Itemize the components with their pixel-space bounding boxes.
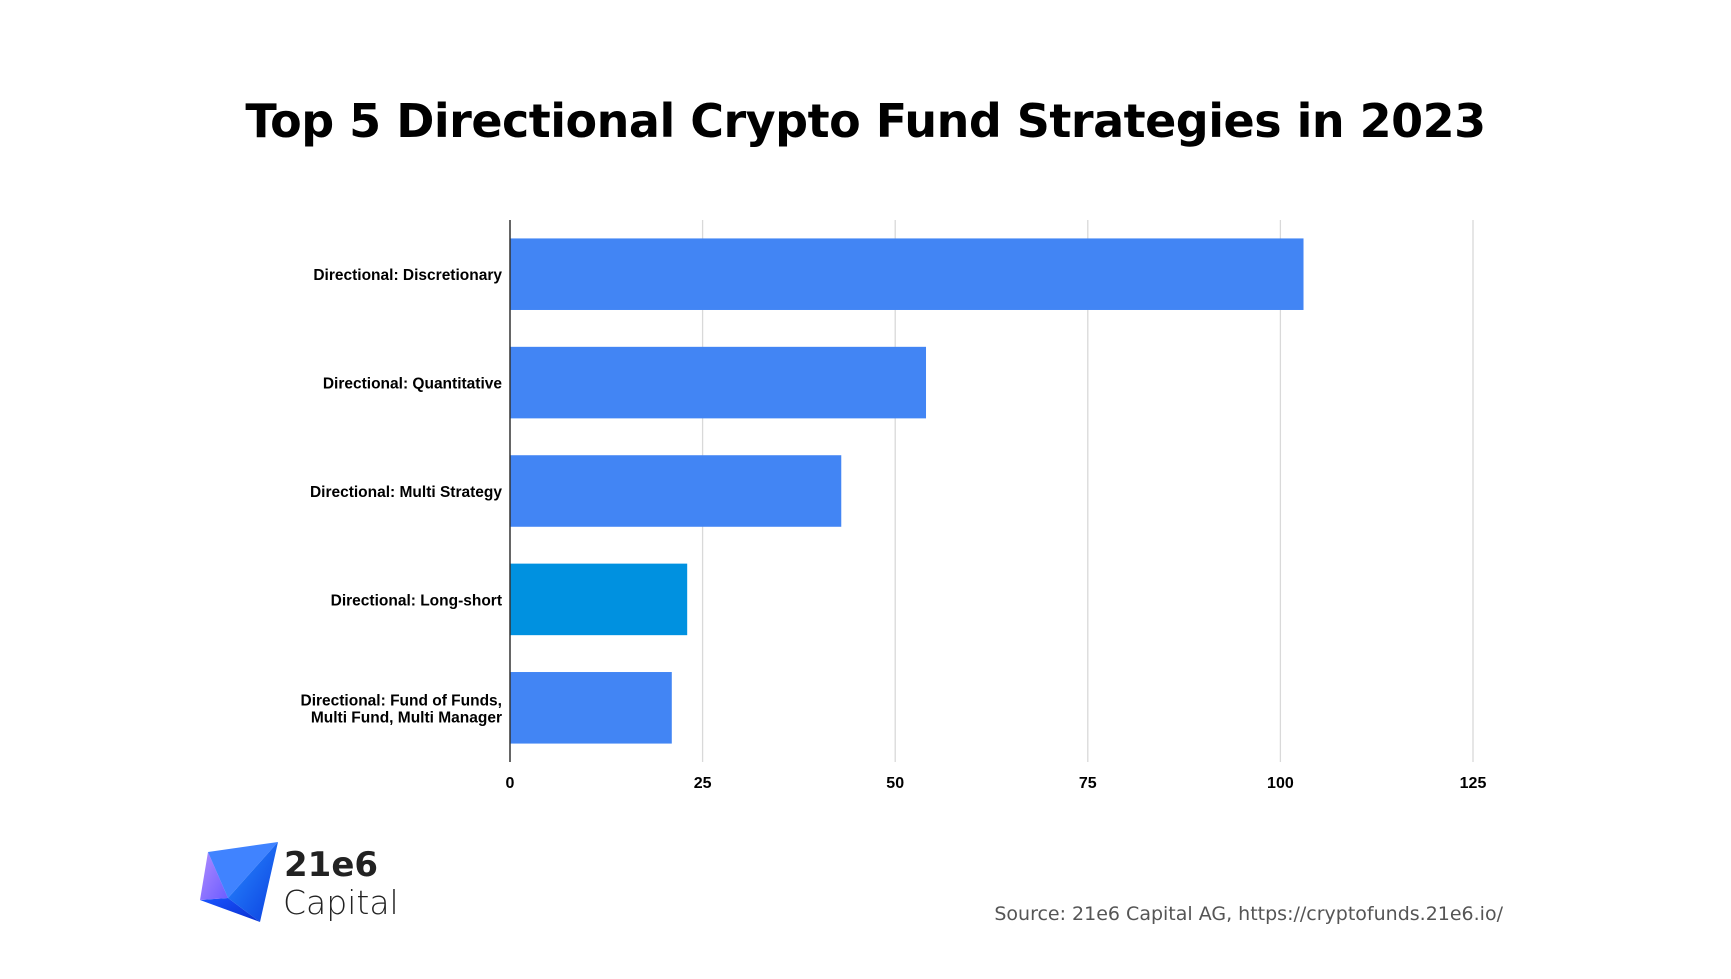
bar xyxy=(510,238,1304,310)
category-label: Directional: Multi Strategy xyxy=(310,484,502,501)
company-logo: 21e6 Capital xyxy=(198,840,418,930)
category-label: Directional: Fund of Funds, Multi Fund, M… xyxy=(301,692,503,726)
category-label: Directional: Long-short xyxy=(331,592,502,609)
bar xyxy=(510,672,672,744)
x-tick-label: 100 xyxy=(1267,775,1294,792)
x-tick-label: 75 xyxy=(1079,775,1097,792)
bars xyxy=(510,238,1304,744)
logo-text-capital: Capital xyxy=(283,883,399,922)
x-tick-labels: 0 25 50 75 100 125 xyxy=(506,775,1487,792)
bar xyxy=(510,346,927,419)
category-label: Directional: Discretionary xyxy=(313,267,502,284)
x-tick-label: 0 xyxy=(506,775,515,792)
x-tick-label: 50 xyxy=(886,775,904,792)
category-labels: Directional: Discretionary Directional: Q… xyxy=(301,267,503,726)
gridlines xyxy=(701,220,1474,762)
x-tick-label: 125 xyxy=(1460,775,1487,792)
category-label: Directional: Quantitative xyxy=(323,376,503,393)
source-note: Source: 21e6 Capital AG, https://cryptof… xyxy=(994,903,1503,925)
logo-text-21e6: 21e6 xyxy=(284,845,379,885)
logo-mark-icon xyxy=(200,842,278,922)
chart-title: Top 5 Directional Crypto Fund Strategies… xyxy=(245,94,1486,148)
x-tick-label: 25 xyxy=(694,775,712,792)
bar xyxy=(510,563,688,636)
bar xyxy=(510,455,842,527)
